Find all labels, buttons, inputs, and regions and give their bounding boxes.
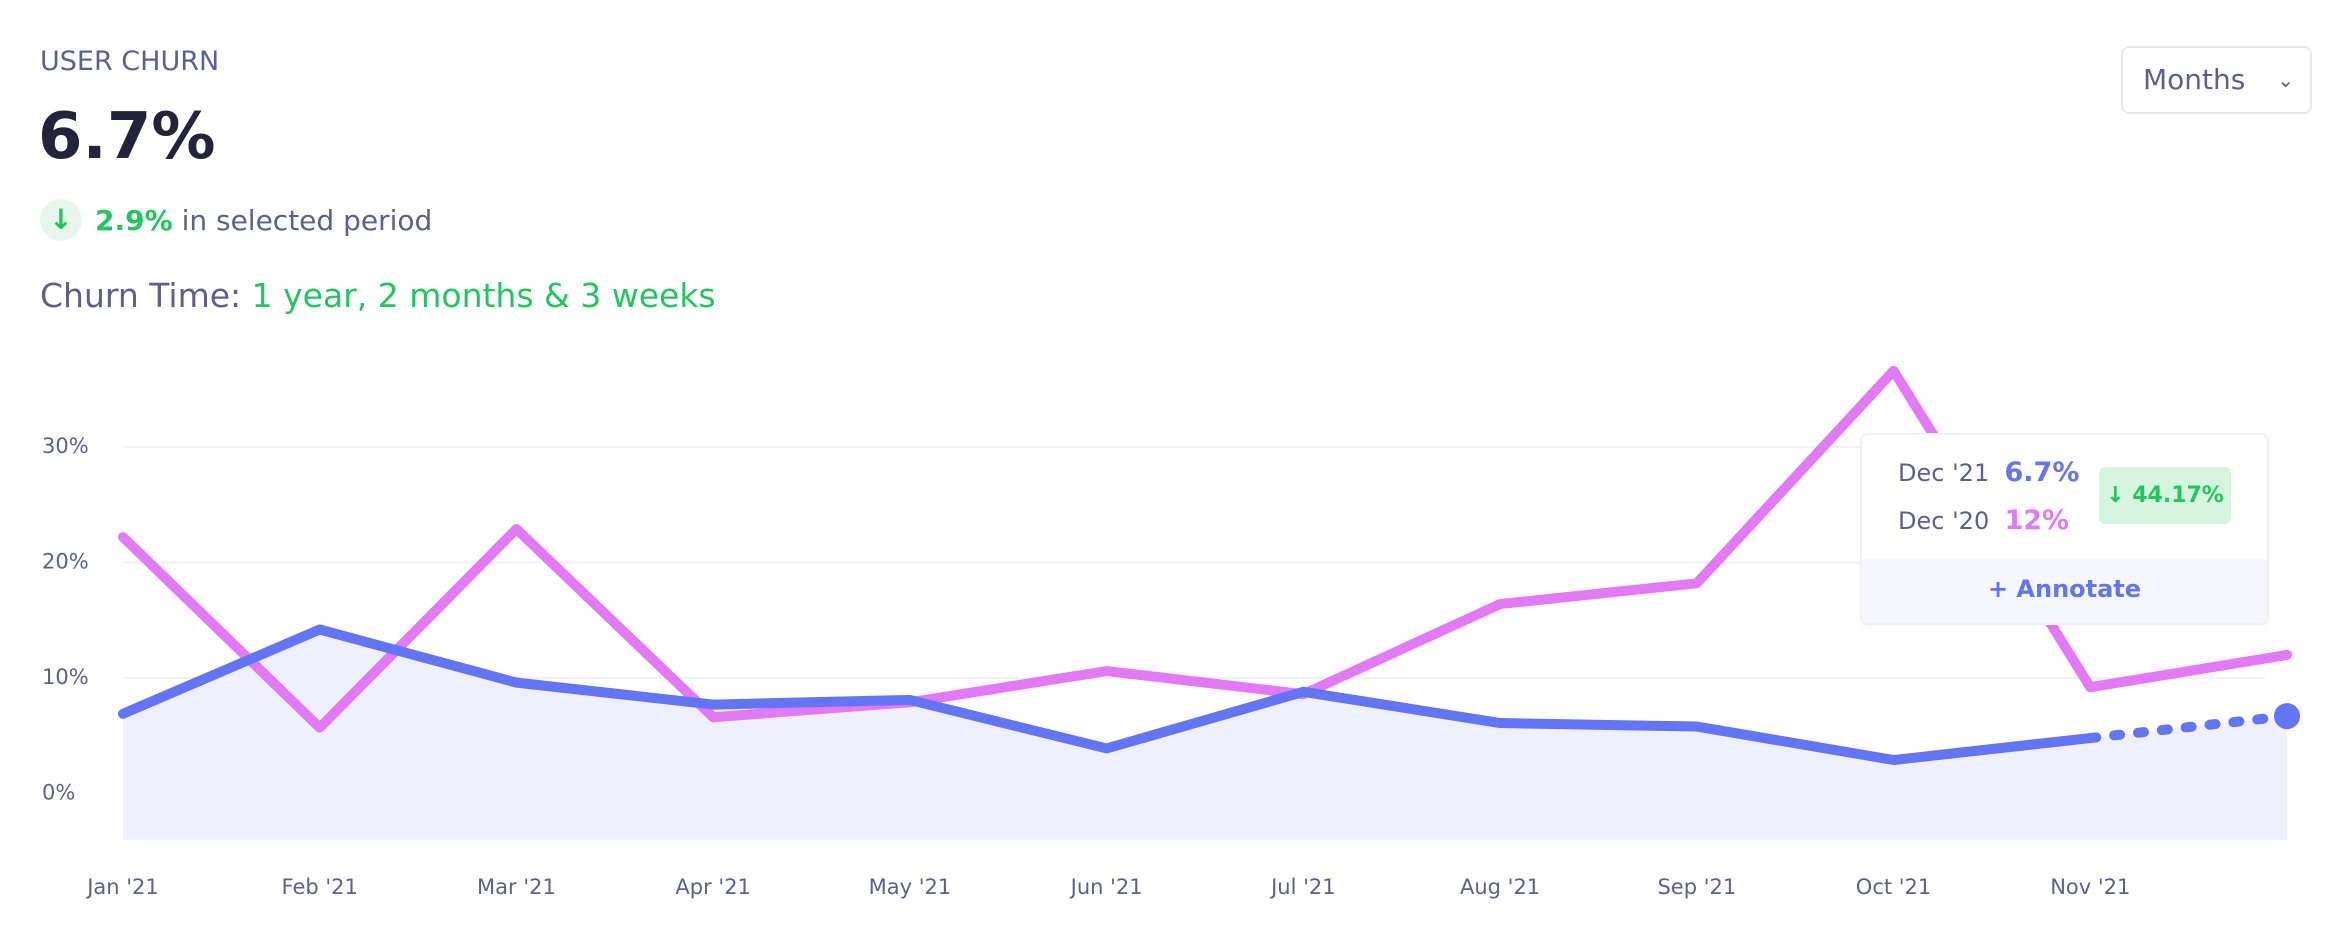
point (2274, 703, 2300, 730)
tooltip-row: Dec '21 6.7% (1898, 457, 2079, 488)
row-value: 6.7% (2004, 457, 2080, 488)
area (123, 629, 2287, 840)
annotate-button[interactable]: + Annotate (1862, 559, 2267, 623)
row-label: Dec '20 (1898, 507, 1990, 535)
row-value: 12% (2004, 505, 2070, 536)
x-tick-label: Nov '21 (2050, 875, 2130, 899)
x-tick-label: Jul '21 (1269, 875, 1336, 899)
churn-time: Churn Time: 1 year, 2 months & 3 weeks (40, 276, 716, 315)
change-value: 2.9% (95, 204, 173, 237)
chevron: ⌄ (2277, 68, 2294, 92)
line (118, 624, 2096, 766)
x-tick-label: Oct '21 (1856, 875, 1931, 899)
big-value: 6.7% (38, 100, 216, 174)
widget-title: USER CHURN (40, 46, 220, 77)
churn-time-label: Churn Time: (40, 276, 242, 315)
x-tick-label: Feb '21 (282, 875, 358, 899)
tooltip: Dec '21 6.7% Dec '20 12% ↓ 44.17% + Anno… (1860, 433, 2269, 625)
x-tick-label: Jun '21 (1069, 875, 1143, 899)
tooltip-row: Dec '20 12% (1898, 505, 2069, 536)
x-tick-label: Jan '21 (85, 875, 159, 899)
churn-time-value: 1 year, 2 months & 3 weeks (251, 276, 716, 315)
y-tick-label: 30% (42, 434, 89, 458)
y-tick-label: 10% (42, 665, 89, 689)
change-badge: ↓ 44.17% (2099, 467, 2231, 524)
projected-line (2085, 711, 2292, 744)
change-line: 2.9% in selected period (95, 204, 432, 237)
x-tick-label: Aug '21 (1460, 875, 1540, 899)
row-label: Dec '21 (1898, 459, 1990, 487)
change-text: in selected period (181, 204, 433, 237)
x-tick-label: Apr '21 (675, 875, 751, 899)
x-tick-label: Mar '21 (477, 875, 556, 899)
x-tick-label: Sep '21 (1657, 875, 1736, 899)
period-dropdown[interactable]: Months ⌄ (2121, 46, 2312, 114)
y-tick-label: 0% (42, 781, 75, 805)
down-icon: ↓ (40, 199, 82, 241)
line (118, 365, 2292, 733)
y-tick-label: 20% (42, 550, 89, 574)
x-tick-label: May '21 (869, 875, 952, 899)
dropdown-label: Months (2143, 63, 2246, 96)
